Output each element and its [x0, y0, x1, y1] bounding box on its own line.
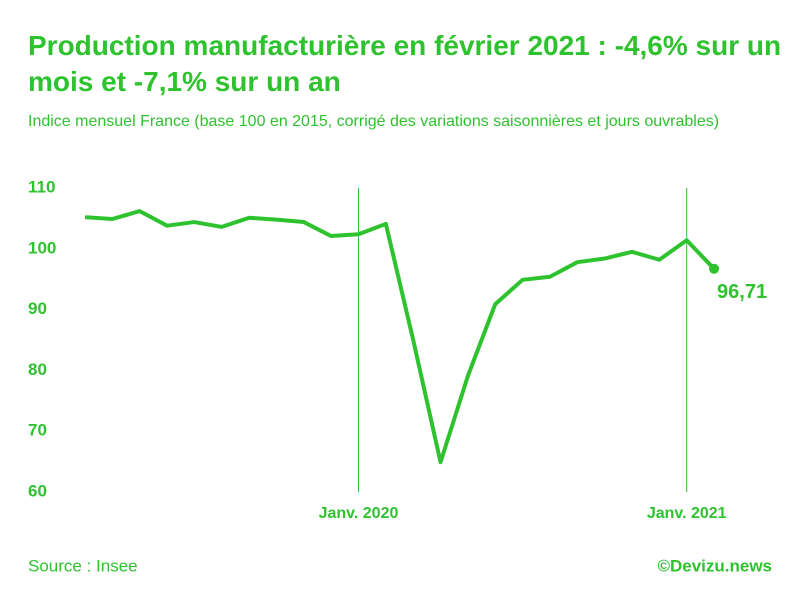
chart-subtitle: Indice mensuel France (base 100 en 2015,… — [28, 113, 720, 130]
chart-title: Production manufacturière en février 202… — [28, 30, 782, 97]
y-tick-label: 70 — [28, 421, 47, 440]
line — [84, 209, 716, 465]
value-label: 96,71 — [717, 281, 767, 303]
y-tick-label: 110 — [28, 177, 55, 196]
y-tick-label: 90 — [28, 299, 47, 318]
source: Source : Insee — [28, 556, 138, 575]
y-tick-label: 80 — [28, 360, 47, 379]
credit: ©Devizu.news — [657, 556, 772, 575]
x-tick-label: Janv. 2021 — [647, 505, 727, 522]
y-tick-label: 100 — [28, 238, 56, 257]
end-point — [709, 263, 720, 274]
x-tick-label: Janv. 2020 — [319, 505, 399, 522]
y-tick-label: 60 — [28, 481, 47, 500]
